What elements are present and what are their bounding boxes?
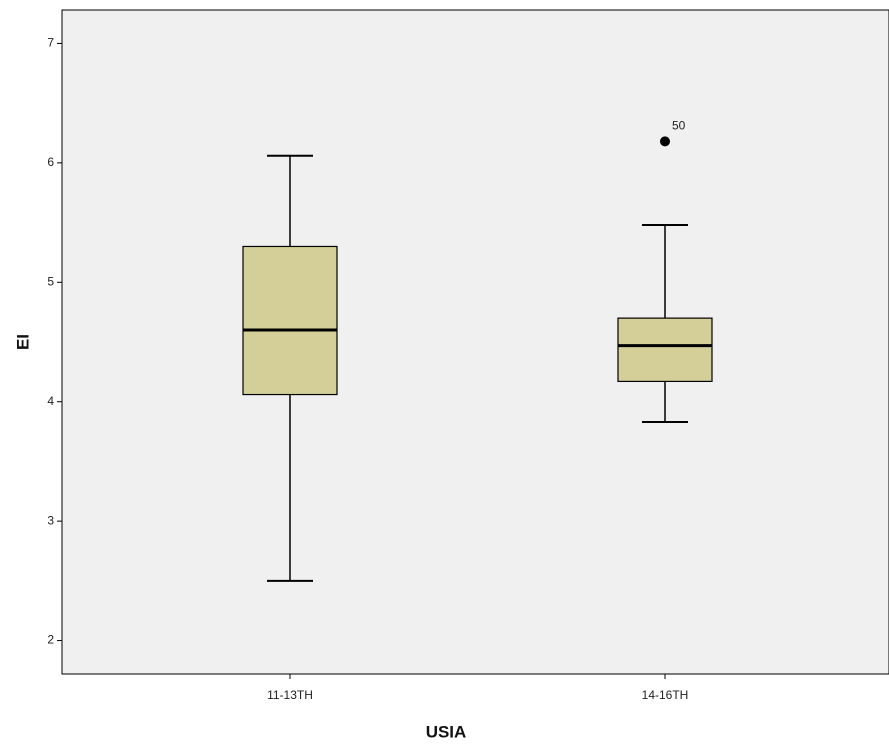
y-axis-title: EI <box>13 334 32 350</box>
x-tick-label: 14-16TH <box>642 688 689 702</box>
y-tick-label: 3 <box>47 513 54 527</box>
y-tick-label: 6 <box>47 155 54 169</box>
x-tick-label: 11-13TH <box>267 688 313 702</box>
x-axis-title: USIA <box>426 722 467 741</box>
chart: USIA EI 2 3 4 5 6 7 11-13TH 14-16TH 50 <box>0 0 889 747</box>
box <box>618 318 712 381</box>
y-tick-label: 5 <box>47 274 54 288</box>
y-tick-label: 2 <box>47 633 54 647</box>
plot-area <box>62 10 889 674</box>
y-tick-label: 7 <box>47 36 54 50</box>
y-tick-label: 4 <box>47 394 54 408</box>
outlier-label: 50 <box>672 119 686 133</box>
box <box>243 246 337 394</box>
outlier <box>660 136 670 146</box>
